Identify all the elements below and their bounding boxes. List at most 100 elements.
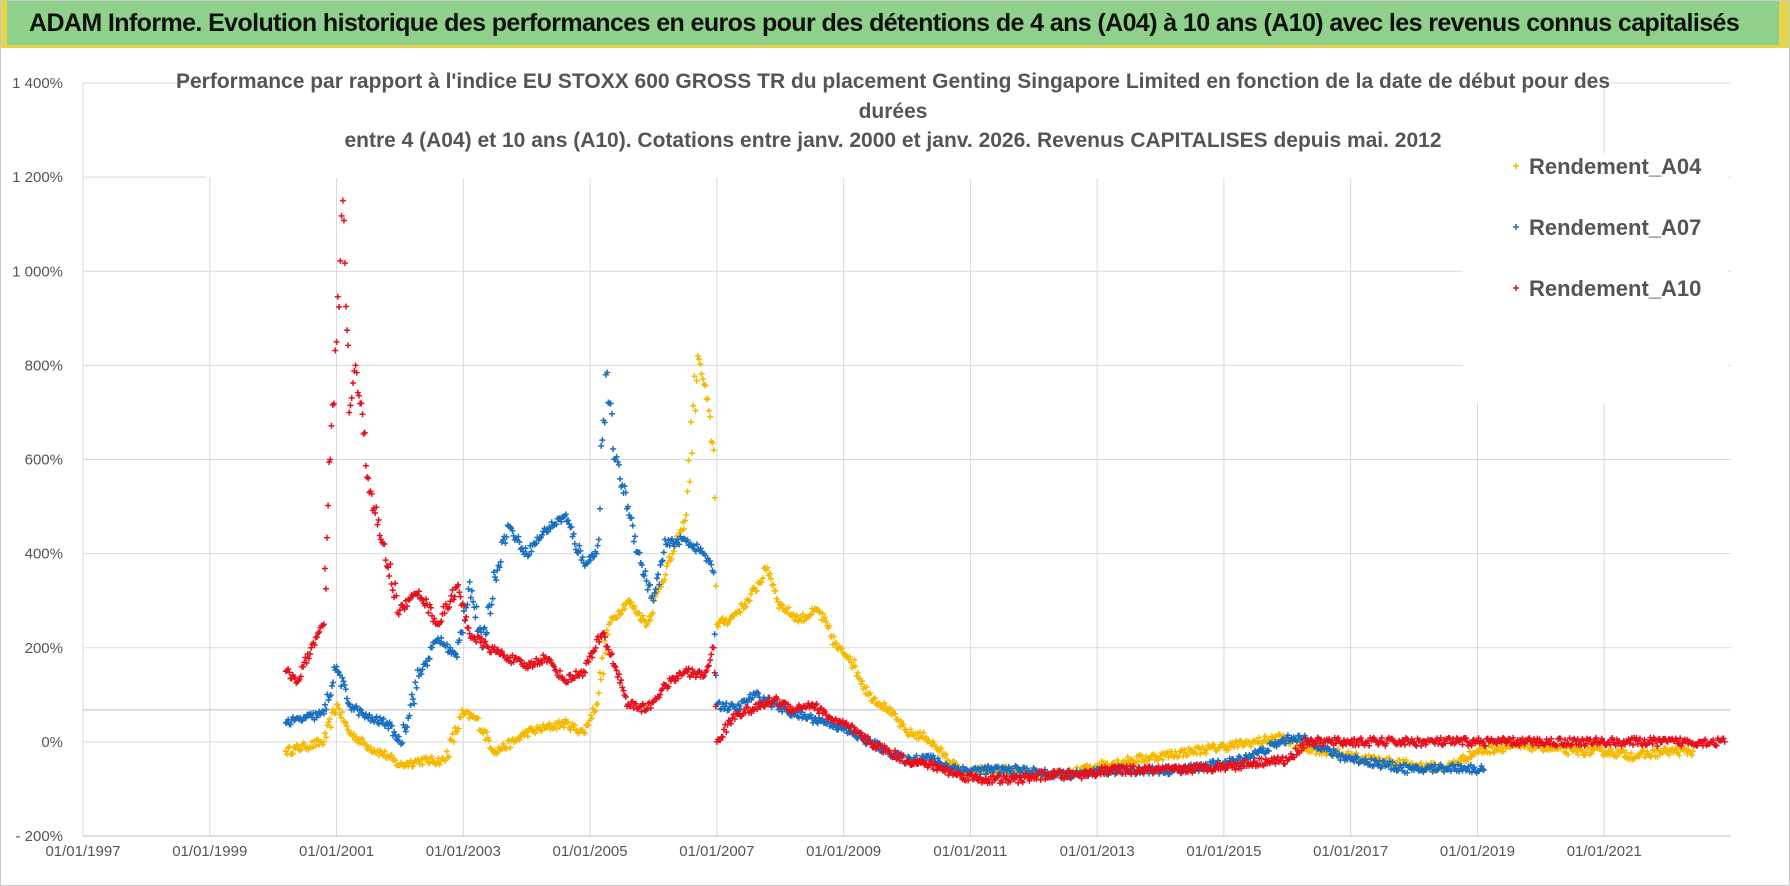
data-point [697,545,704,552]
data-point [1124,754,1131,761]
data-point [1256,734,1263,741]
data-point [1701,737,1708,744]
data-point [699,376,706,383]
data-point [303,714,310,721]
data-point [393,592,400,599]
data-point [859,678,866,685]
data-point [826,622,833,629]
data-point [456,589,463,596]
data-point [813,701,820,708]
data-point [1355,742,1362,749]
data-point [467,594,474,601]
data-point [703,667,710,674]
data-point [576,542,583,549]
data-point [1213,747,1219,754]
data-point [863,740,870,747]
data-point [1309,737,1316,744]
data-point [1620,747,1627,754]
data-point [825,713,832,720]
data-point [882,703,889,710]
data-point [1280,736,1287,743]
data-point [463,613,470,620]
y-tick-label: 1 000% [12,263,63,280]
data-point [1535,742,1542,749]
data-point [495,646,502,653]
data-point [938,745,945,752]
data-point [500,537,507,544]
data-point [387,560,394,567]
data-point [594,542,601,549]
data-point [1319,742,1326,749]
data-point [1210,741,1217,748]
data-point [344,327,351,334]
data-point [1114,756,1121,763]
data-point [360,430,367,437]
data-point [1130,763,1137,770]
data-point [465,585,472,592]
data-point [1013,763,1020,770]
data-point [1199,763,1206,770]
data-point [1294,738,1300,745]
data-point [615,671,622,678]
data-point [814,606,821,613]
data-point [426,655,433,662]
data-point [330,706,337,713]
data-point [330,679,337,686]
data-point [1500,748,1507,755]
data-point [1381,758,1388,765]
data-point [335,705,342,712]
data-point [348,394,355,401]
data-point [353,369,360,376]
data-point [391,756,398,763]
data-point [1720,735,1727,742]
data-point [354,389,361,396]
performance-chart: - 200% 0% 200% 400% 600% 800% 1 000% 1 200% 1 40… [12,58,1731,860]
data-point [589,654,596,661]
data-point [894,749,901,756]
series-Rendement_A10 [282,197,1728,787]
x-tick-label: 01/01/2009 [806,843,881,860]
data-point [334,668,341,675]
data-point [446,604,453,611]
data-point [1282,740,1289,747]
data-point [446,753,453,760]
data-point [327,691,334,698]
data-point [452,651,459,658]
data-point [905,732,912,739]
data-point [613,667,620,674]
data-point [282,720,289,727]
data-point [1630,754,1637,761]
data-point [451,593,458,600]
y-tick-label: 600% [25,452,63,469]
data-point [322,701,329,708]
data-point [551,663,558,670]
data-point [1465,756,1472,763]
data-point [462,617,469,624]
data-point [696,356,703,363]
data-point [392,580,399,587]
data-point [459,629,466,636]
data-point [709,567,716,574]
data-point [867,689,874,696]
data-point [425,609,432,616]
data-point [640,616,647,623]
data-point [381,540,388,547]
data-point [1447,768,1454,775]
data-point [882,748,889,755]
data-point [1408,736,1415,743]
data-point [1442,740,1449,747]
data-point [350,379,357,386]
data-point [1288,734,1295,741]
data-point [699,673,706,680]
data-point [832,723,839,730]
data-point [382,557,389,564]
data-point [313,633,320,640]
data-point [340,678,347,685]
data-point [533,540,540,547]
data-point [1187,764,1194,771]
data-point [293,742,300,749]
data-point [806,612,813,619]
data-point [766,570,773,577]
data-point [282,748,289,755]
data-point [1214,763,1221,770]
